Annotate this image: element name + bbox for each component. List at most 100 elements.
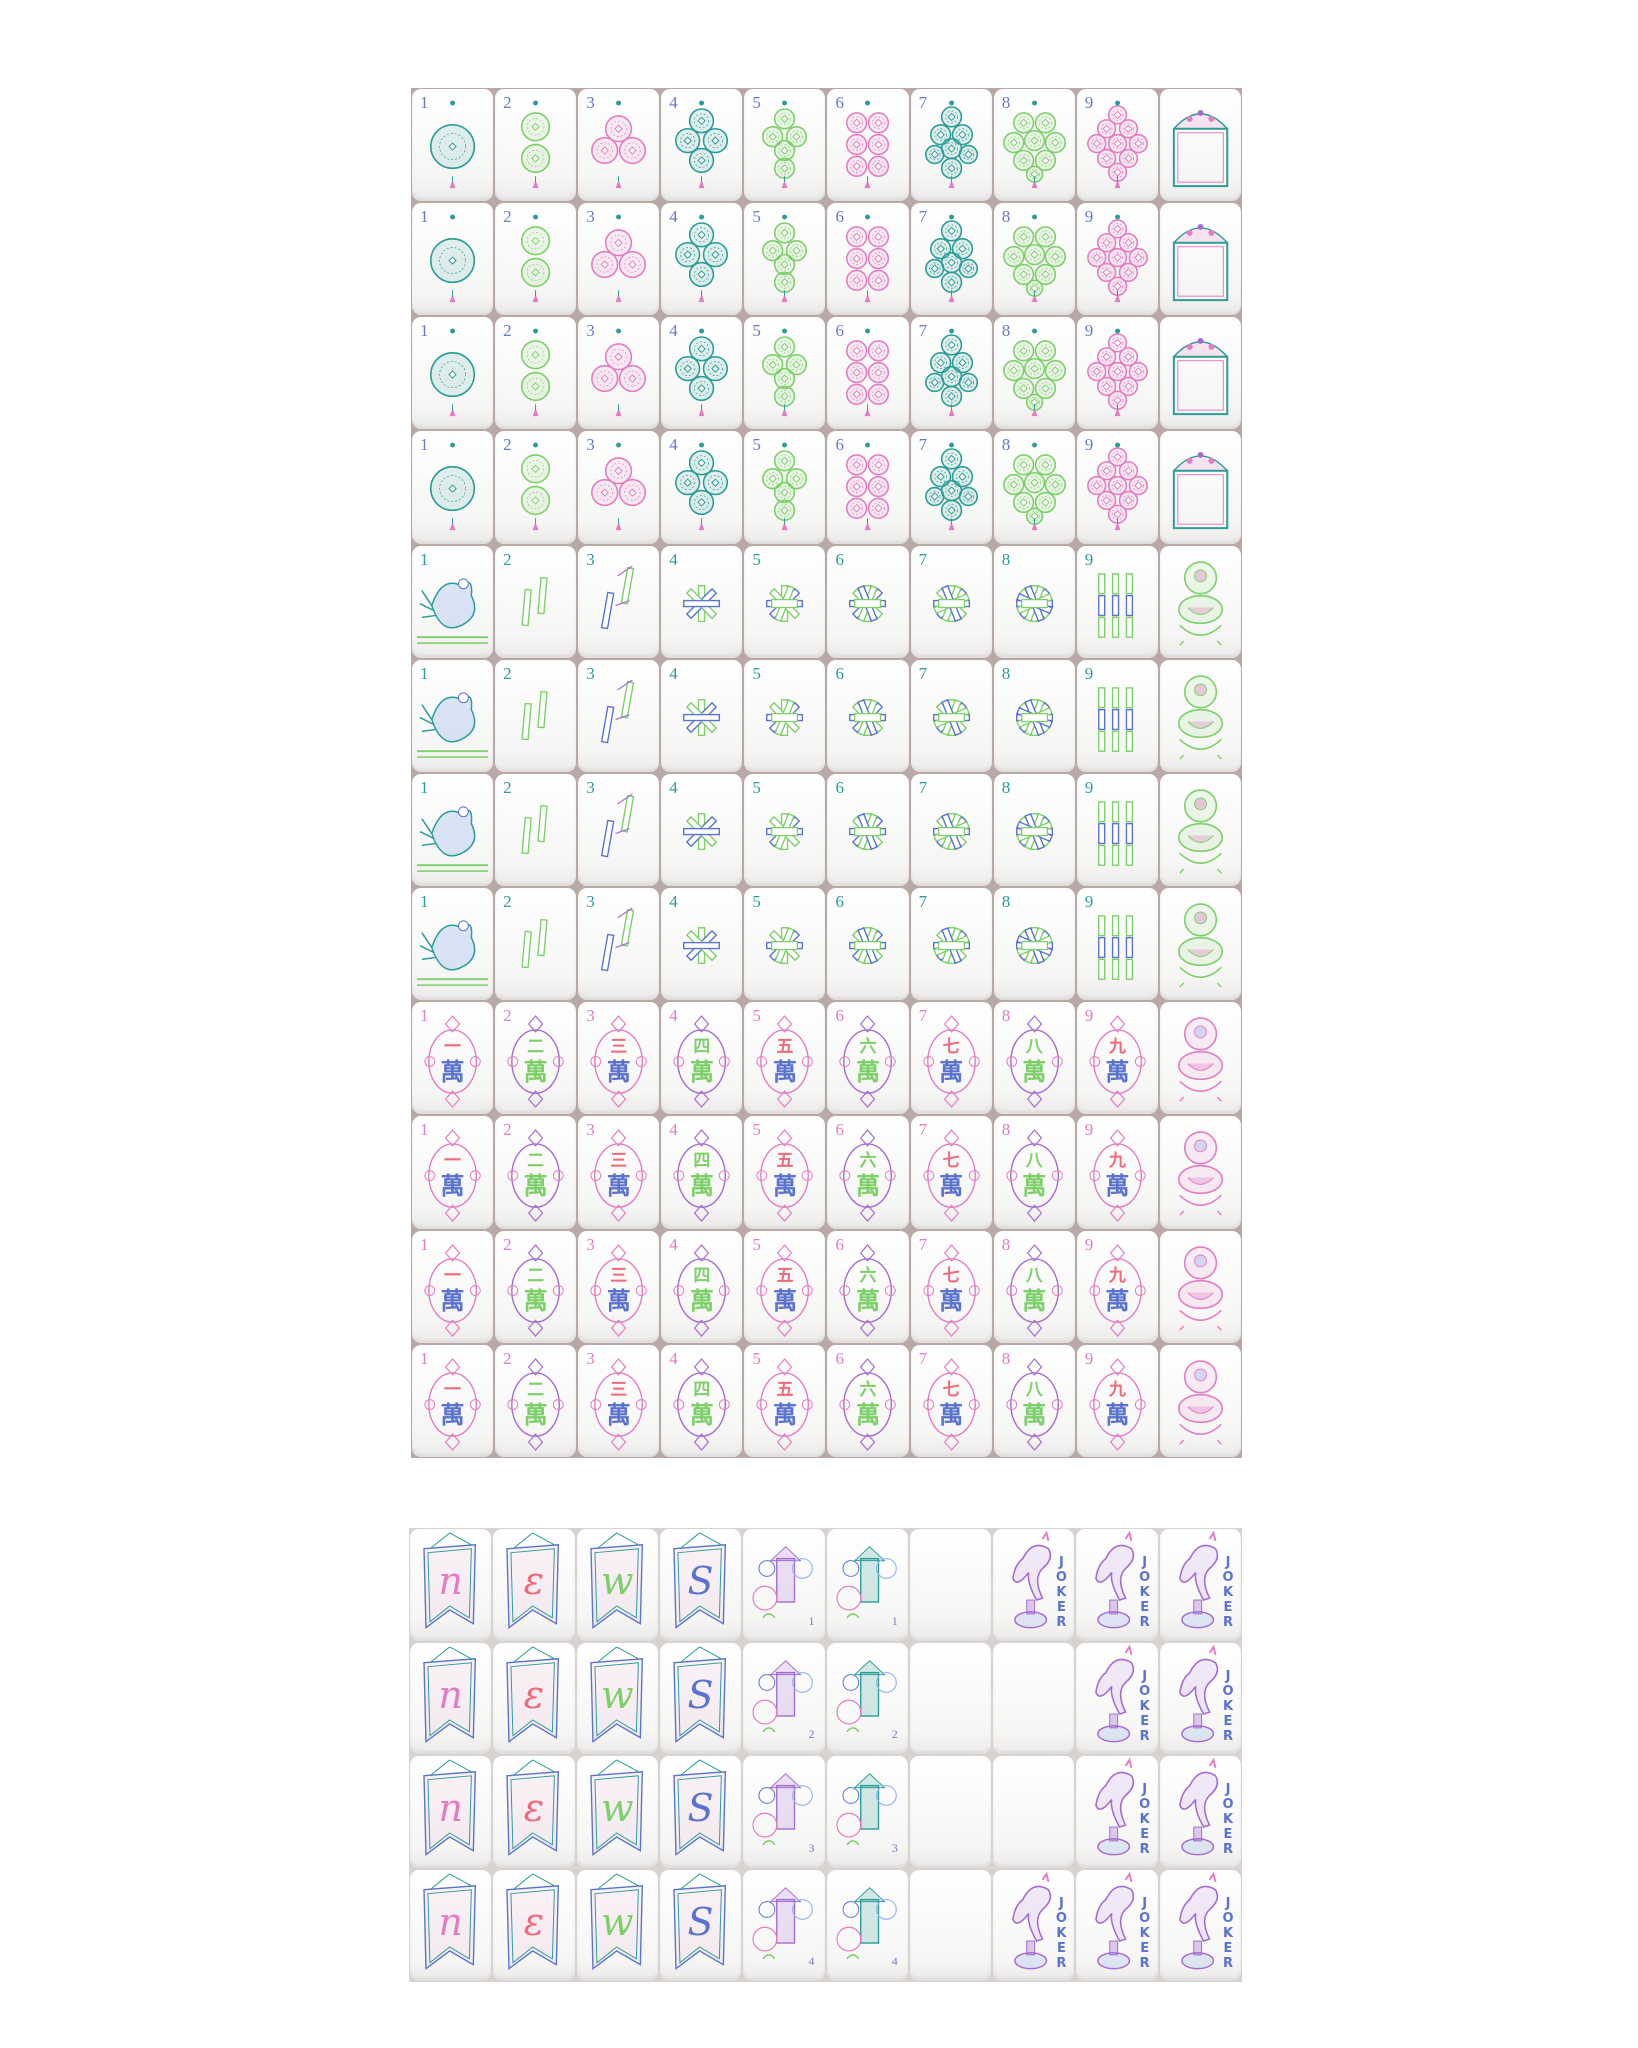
green-lion-tile[interactable] xyxy=(1159,659,1241,772)
wind-tile[interactable]: S xyxy=(659,1869,742,1981)
bamboo-tile[interactable]: 2 xyxy=(495,773,577,887)
wind-tile[interactable]: n xyxy=(410,1869,492,1981)
wind-tile[interactable]: n xyxy=(410,1756,492,1868)
green-lion-tile[interactable] xyxy=(1159,773,1241,887)
dots-tile[interactable]: 5 xyxy=(744,89,826,202)
joker-tile[interactable]: JOKER xyxy=(993,1869,1075,1981)
blank-tile[interactable] xyxy=(909,1869,992,1981)
white-dragon-tile[interactable] xyxy=(1159,431,1241,544)
dots-tile[interactable]: 3 xyxy=(578,89,660,202)
dots-tile[interactable]: 9 xyxy=(1076,89,1158,202)
bamboo-tile[interactable]: 6 xyxy=(827,888,909,1001)
joker-tile[interactable]: JOKER xyxy=(1076,1529,1158,1641)
wind-tile[interactable]: w xyxy=(576,1642,658,1754)
dots-tile[interactable]: 5 xyxy=(744,203,826,316)
dots-tile[interactable]: 2 xyxy=(495,431,577,544)
dots-tile[interactable]: 6 xyxy=(827,317,909,430)
dots-tile[interactable]: 4 xyxy=(661,431,743,544)
bamboo-tile[interactable]: 3 xyxy=(578,545,660,658)
bamboo-tile[interactable]: 4 xyxy=(661,773,743,887)
bamboo-tile[interactable]: 9 xyxy=(1076,888,1158,1001)
bamboo-tile[interactable]: 3 xyxy=(578,888,660,1001)
bamboo-tile[interactable]: 8 xyxy=(993,545,1075,658)
dots-tile[interactable]: 4 xyxy=(661,317,743,430)
blank-tile[interactable] xyxy=(909,1642,992,1754)
dots-tile[interactable]: 2 xyxy=(495,203,577,316)
bamboo-tile[interactable]: 9 xyxy=(1076,545,1158,658)
bamboo-tile[interactable]: 2 xyxy=(495,659,577,772)
dots-tile[interactable]: 7 xyxy=(910,89,992,202)
joker-tile[interactable]: JOKER xyxy=(1076,1869,1158,1981)
dots-tile[interactable]: 9 xyxy=(1076,431,1158,544)
bamboo-tile[interactable]: 2 xyxy=(495,888,577,1001)
bamboo-tile[interactable]: 7 xyxy=(910,773,992,887)
white-dragon-tile[interactable] xyxy=(1159,89,1241,202)
bamboo-tile[interactable]: 7 xyxy=(910,659,992,772)
joker-tile[interactable]: JOKER xyxy=(1159,1529,1241,1641)
flower-tile[interactable]: 1 xyxy=(826,1529,908,1641)
dots-tile[interactable]: 7 xyxy=(910,431,992,544)
bamboo-tile[interactable]: 7 xyxy=(910,888,992,1001)
bamboo-tile[interactable]: 4 xyxy=(661,888,743,1001)
joker-tile[interactable]: JOKER xyxy=(1076,1756,1158,1868)
dots-tile[interactable]: 1 xyxy=(412,89,494,202)
bamboo-tile[interactable]: 3 xyxy=(578,659,660,772)
dots-tile[interactable]: 6 xyxy=(827,89,909,202)
wind-tile[interactable]: S xyxy=(659,1756,742,1868)
wind-tile[interactable]: ε xyxy=(493,1642,575,1754)
dots-tile[interactable]: 9 xyxy=(1076,317,1158,430)
pink-lion-tile[interactable] xyxy=(1159,1002,1241,1115)
dots-tile[interactable]: 3 xyxy=(578,431,660,544)
wind-tile[interactable]: w xyxy=(576,1529,658,1641)
dots-tile[interactable]: 1 xyxy=(412,317,494,430)
bamboo-tile[interactable]: 1 xyxy=(412,659,494,772)
bamboo-tile[interactable]: 8 xyxy=(993,659,1075,772)
white-dragon-tile[interactable] xyxy=(1159,203,1241,316)
dots-tile[interactable]: 8 xyxy=(993,431,1075,544)
bamboo-tile[interactable]: 2 xyxy=(495,545,577,658)
dots-tile[interactable]: 4 xyxy=(661,89,743,202)
dots-tile[interactable]: 1 xyxy=(412,203,494,316)
wind-tile[interactable]: ε xyxy=(493,1869,575,1981)
dots-tile[interactable]: 8 xyxy=(993,89,1075,202)
bamboo-tile[interactable]: 3 xyxy=(578,773,660,887)
bamboo-tile[interactable]: 8 xyxy=(993,773,1075,887)
flower-tile[interactable]: 2 xyxy=(826,1642,908,1754)
bamboo-tile[interactable]: 4 xyxy=(661,545,743,658)
dots-tile[interactable]: 4 xyxy=(661,203,743,316)
wind-tile[interactable]: n xyxy=(410,1642,492,1754)
dots-tile[interactable]: 5 xyxy=(744,431,826,544)
dots-tile[interactable]: 7 xyxy=(910,203,992,316)
flower-tile[interactable]: 1 xyxy=(743,1529,825,1641)
bamboo-tile[interactable]: 7 xyxy=(910,545,992,658)
bamboo-tile[interactable]: 4 xyxy=(661,659,743,772)
dots-tile[interactable]: 2 xyxy=(495,89,577,202)
wind-tile[interactable]: ε xyxy=(493,1529,575,1641)
